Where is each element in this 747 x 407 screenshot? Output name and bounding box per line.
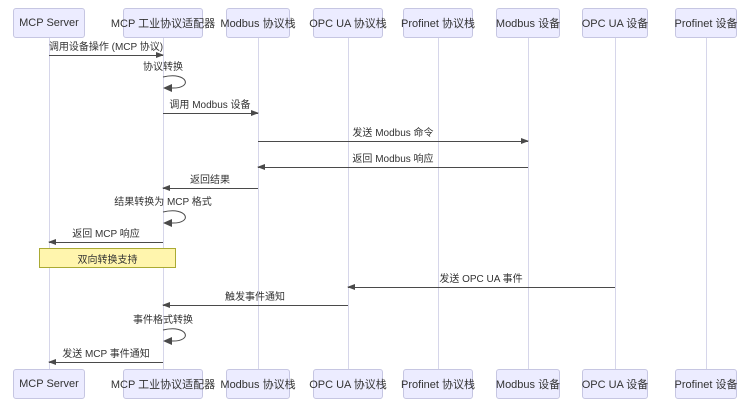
actor-top-mcp-adapter: MCP 工业协议适配器 [111,8,215,38]
actor-label: Profinet 设备 [674,18,738,30]
actor-label: MCP Server [19,378,79,390]
actor-label: Modbus 设备 [495,18,561,30]
actor-top-modbus-device: Modbus 设备 [496,8,560,38]
actor-label: Modbus 协议栈 [220,379,296,391]
message-label-result-to-mcp-format: 结果转换为 MCP 格式 [114,197,212,208]
note-bidirectional-support: 双向转换支持 [39,248,176,268]
message-label-trigger-event-notification: 触发事件通知 [225,292,285,303]
message-label-event-format-conversion: 事件格式转换 [133,315,193,326]
message-label-return-mcp-response: 返回 MCP 响应 [72,229,140,240]
actor-label: MCP 工业协议适配器 [110,379,216,391]
actor-bottom-mcp-adapter: MCP 工业协议适配器 [111,369,215,399]
actor-label: Profinet 协议栈 [401,18,475,30]
message-arrow-send-modbus-command [258,138,529,144]
message-arrow-send-mcp-event-notification [48,359,163,365]
lifeline-mcp-server [49,38,50,369]
actor-top-modbus-stack: Modbus 协议栈 [220,8,296,38]
message-label-return-modbus-response: 返回 Modbus 响应 [352,154,434,165]
actor-label: Profinet 设备 [674,379,738,391]
arrowhead-left-icon [347,284,355,290]
lifeline-modbus-stack [258,38,259,369]
actor-top-opcua-device: OPC UA 设备 [582,8,648,38]
message-arrow-return-result [162,185,258,191]
actor-bottom-profinet-stack: Profinet 协议栈 [401,369,475,399]
message-label-send-modbus-command: 发送 Modbus 命令 [352,128,434,139]
actor-label: MCP Server [19,17,79,29]
lifeline-profinet-device [706,38,707,369]
message-label-send-opcua-event: 发送 OPC UA 事件 [439,274,523,285]
arrowhead-right-icon [156,52,164,58]
message-arrow-return-mcp-response [48,239,163,245]
actor-bottom-opcua-stack: OPC UA 协议栈 [309,369,387,399]
actor-label: Modbus 协议栈 [220,18,296,30]
actor-bottom-profinet-device: Profinet 设备 [675,369,737,399]
self-loop-arrow-icon [162,210,186,227]
arrowhead-left-icon [48,239,56,245]
actor-label: OPC UA 协议栈 [309,379,387,391]
actor-bottom-mcp-server: MCP Server [13,369,85,399]
message-arrow-trigger-event-notification [162,302,348,308]
actor-bottom-opcua-device: OPC UA 设备 [582,369,648,399]
message-label-send-mcp-event-notification: 发送 MCP 事件通知 [62,349,150,360]
lifeline-profinet-stack [438,38,439,369]
message-arrow-call-device-operation [49,52,164,58]
actor-top-profinet-device: Profinet 设备 [675,8,737,38]
message-label-call-modbus-device: 调用 Modbus 设备 [169,100,251,111]
arrowhead-right-icon [521,138,529,144]
arrowhead-left-icon [257,164,265,170]
actor-top-profinet-stack: Profinet 协议栈 [401,8,475,38]
arrowhead-left-icon [48,359,56,365]
actor-bottom-modbus-stack: Modbus 协议栈 [220,369,296,399]
message-arrow-call-modbus-device [163,110,259,116]
message-arrow-return-modbus-response [257,164,528,170]
arrowhead-right-icon [251,110,259,116]
lifeline-modbus-device [528,38,529,369]
actor-label: Profinet 协议栈 [401,379,475,391]
actor-label: MCP 工业协议适配器 [110,18,216,30]
actor-bottom-modbus-device: Modbus 设备 [496,369,560,399]
message-label-call-device-operation: 调用设备操作 (MCP 协议) [48,42,164,53]
actor-label: Modbus 设备 [495,379,561,391]
actor-label: OPC UA 协议栈 [309,18,387,30]
actor-label: OPC UA 设备 [581,18,649,30]
message-label-return-result: 返回结果 [190,175,230,186]
arrowhead-left-icon [162,302,170,308]
lifeline-opcua-stack [348,38,349,369]
lifeline-mcp-adapter [163,38,164,369]
note-label: 双向转换支持 [77,254,138,266]
message-label-protocol-conversion: 协议转换 [143,62,183,73]
lifeline-opcua-device [615,38,616,369]
actor-top-opcua-stack: OPC UA 协议栈 [309,8,387,38]
actor-label: OPC UA 设备 [581,379,649,391]
self-loop-arrow-icon [162,328,186,345]
message-arrow-send-opcua-event [347,284,615,290]
self-loop-arrow-icon [162,75,186,92]
arrowhead-left-icon [162,185,170,191]
actor-top-mcp-server: MCP Server [13,8,85,38]
